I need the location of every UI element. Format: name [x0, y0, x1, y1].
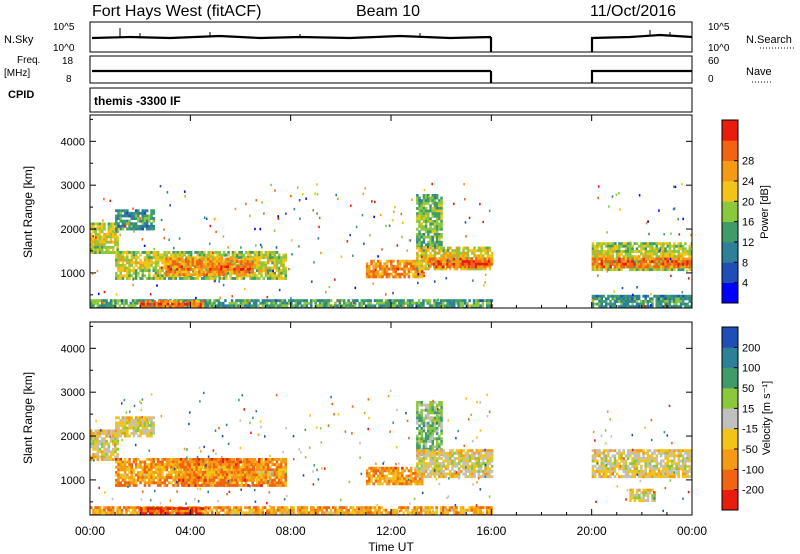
y-tick-label: 4000 [61, 136, 85, 148]
x-tick-label: 16:00 [476, 524, 506, 538]
velocity-scatter [93, 389, 692, 515]
colorbar-swatch [722, 469, 738, 490]
colorbar-tick-label: 4 [742, 278, 748, 290]
colorbar-swatch [722, 221, 738, 243]
velocity-region [416, 449, 494, 479]
velocity-region [629, 488, 656, 502]
nsky-tick-bottom: 10^0 [53, 43, 75, 54]
y-tick-label: 1000 [61, 268, 85, 280]
colorbar-tick-label: 100 [742, 363, 760, 375]
power-region [165, 257, 254, 277]
freq-tick-top: 18 [62, 56, 74, 67]
colorbar-swatch [722, 140, 738, 161]
station-title: Fort Hays West (fitACF) [92, 3, 262, 20]
x-tick-label: 08:00 [276, 524, 306, 538]
time-axis: 00:00 04:00 08:00 12:00 16:00 20:00 00:00 [75, 524, 707, 538]
colorbar-swatch [722, 347, 738, 368]
nave-tick-bottom: 0 [708, 74, 714, 85]
freq-unit: [MHz] [4, 68, 30, 79]
colorbar-tick-label: 200 [742, 342, 760, 354]
colorbar-tick-label: -200 [742, 485, 764, 497]
y-tick-label: 2000 [61, 224, 85, 236]
colorbar-swatch [722, 388, 738, 409]
x-tick-label: 00:00 [677, 524, 707, 538]
nsky-trace [91, 33, 693, 52]
velocity-region [115, 416, 155, 438]
x-tick-label: 12:00 [376, 524, 406, 538]
colorbar-tick-label: 8 [742, 257, 748, 269]
y-tick-label: 3000 [61, 180, 85, 192]
power-region [90, 222, 119, 254]
power-region [591, 257, 692, 269]
colorbar-tick-label: 24 [742, 176, 754, 188]
power-region [591, 294, 692, 308]
beam-label: Beam 10 [356, 3, 420, 20]
x-tick-label: 04:00 [175, 524, 205, 538]
colorbar-swatch [722, 408, 738, 429]
colorbar-swatch [722, 262, 738, 283]
colorbar-tick-label: -50 [742, 444, 758, 456]
cpid-value: themis -3300 IF [94, 94, 181, 108]
cpid-label: CPID [8, 89, 34, 101]
colorbar-swatch [722, 489, 738, 511]
colorbar-swatch [722, 282, 738, 304]
colorbar-swatch [722, 242, 738, 263]
velocity-panel: 1000 2000 3000 4000 Slant Range [km] 200 100… [21, 321, 773, 516]
colorbar-swatch [722, 449, 738, 470]
y-tick-label: 3000 [61, 387, 85, 399]
colorbar-tick-label: 20 [742, 196, 754, 208]
colorbar-tick-label: 15 [742, 403, 754, 415]
power-colorbar: 4 8 12 16 20 24 28 [721, 119, 754, 304]
colorbar-tick-label: 50 [742, 383, 754, 395]
colorbar-swatch [722, 160, 738, 182]
colorbar-swatch [722, 201, 738, 222]
y-tick-label: 1000 [61, 475, 85, 487]
nsky-label: N.Sky [4, 34, 34, 46]
y-tick-label: 4000 [61, 343, 85, 355]
velocity-region [365, 466, 424, 486]
freq-tick-bottom: 8 [66, 74, 72, 85]
colorbar-swatch [722, 327, 738, 348]
y-tick-label: 2000 [61, 431, 85, 443]
power-region [365, 259, 424, 279]
colorbar-swatch [722, 120, 738, 141]
colorbar-swatch [722, 367, 738, 389]
x-tick-label: 20:00 [577, 524, 607, 538]
velocity-region [416, 401, 443, 456]
x-tick-label: 00:00 [75, 524, 105, 538]
velocity-colorbar-label: Velocity [m s⁻¹] [761, 381, 773, 455]
date-label: 11/Oct/2016 [590, 3, 676, 20]
power-scatter [91, 182, 692, 308]
freq-panel: Freq. [MHz] 18 8 60 0 Nave [4, 55, 772, 85]
colorbar-swatch [722, 181, 738, 202]
nsky-tick-top: 10^5 [53, 22, 75, 33]
power-region [416, 194, 443, 249]
velocity-ylabel: Slant Range [km] [21, 372, 35, 464]
nave-label: Nave [746, 66, 772, 78]
nsky-panel: N.Sky 10^5 10^0 10^5 10^0 N.Search [4, 21, 795, 54]
power-region [115, 209, 155, 231]
colorbar-tick-label: 28 [742, 156, 754, 168]
power-ylabel: Slant Range [km] [21, 166, 35, 258]
nsearch-tick-bottom: 10^0 [708, 43, 730, 54]
power-colorbar-label: Power [dB] [759, 185, 771, 239]
time-axis-label: Time UT [368, 540, 414, 554]
nsearch-tick-top: 10^5 [708, 22, 730, 33]
colorbar-tick-label: 16 [742, 217, 754, 229]
freq-trace [92, 69, 692, 83]
colorbar-tick-label: -15 [742, 424, 758, 436]
power-region [428, 257, 493, 269]
freq-label: Freq. [17, 55, 40, 66]
colorbar-tick-label: -100 [742, 464, 764, 476]
velocity-region [591, 449, 692, 479]
power-panel: 1000 2000 3000 4000 Slant Range [km] 4 8 12 16… [21, 114, 771, 309]
colorbar-swatch [722, 428, 738, 450]
nave-tick-top: 60 [708, 56, 720, 67]
velocity-colorbar: 200 100 50 15 -15 -50 -100 -200 [721, 326, 764, 511]
nsearch-label: N.Search [746, 34, 792, 46]
colorbar-tick-label: 12 [742, 237, 754, 249]
